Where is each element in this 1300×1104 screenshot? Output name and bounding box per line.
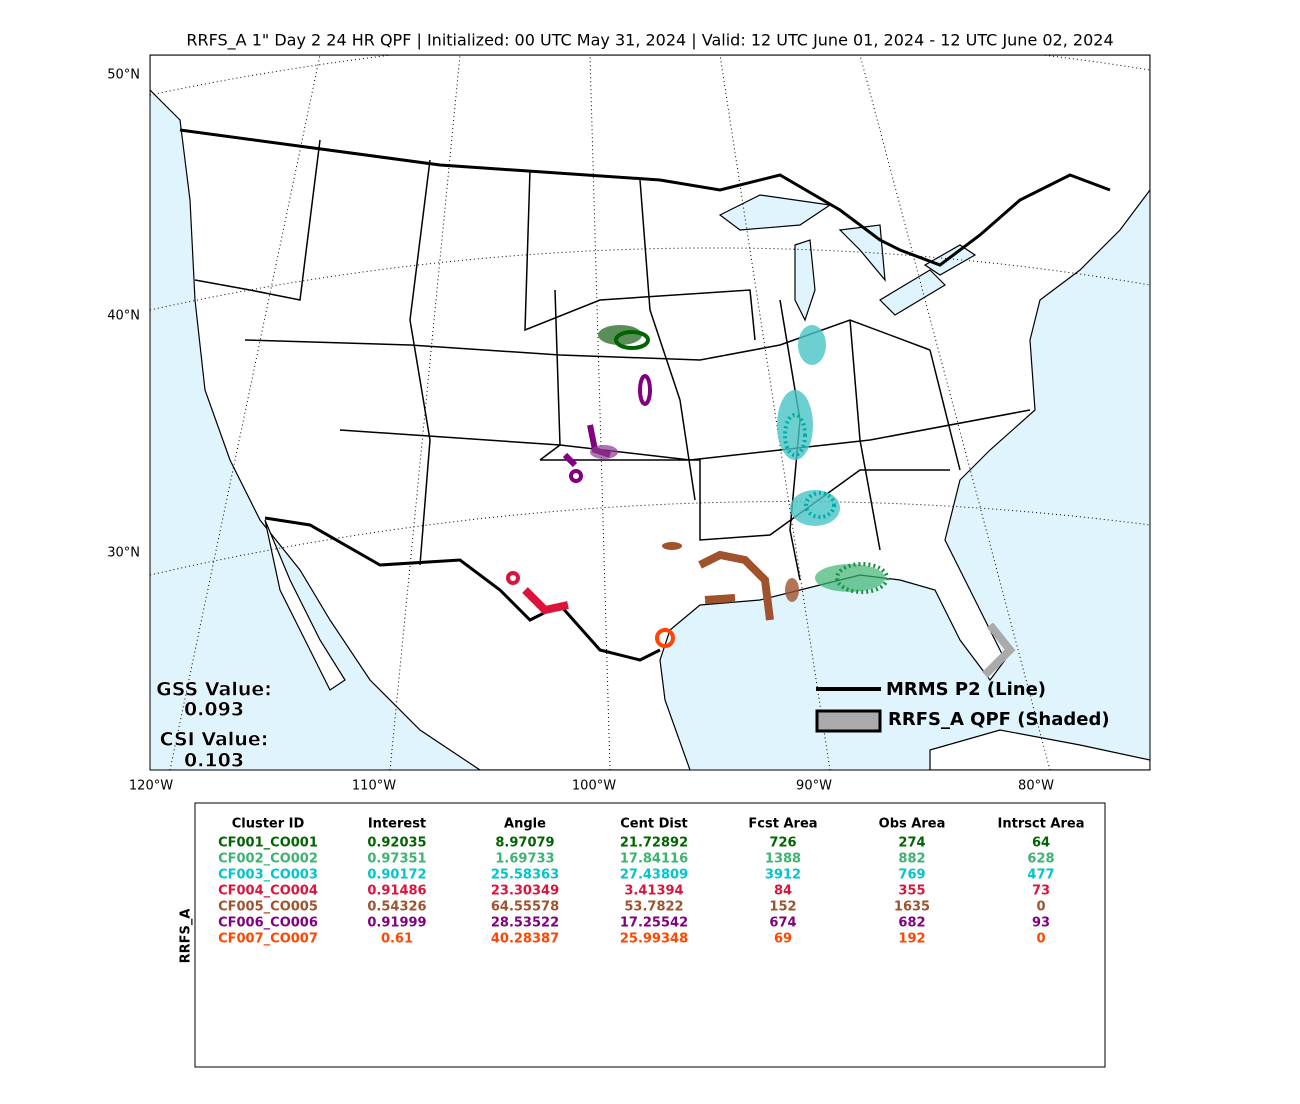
csi-label: CSI Value: bbox=[160, 729, 269, 751]
table-cell: 69 bbox=[774, 932, 792, 947]
table-cell: 0.91486 bbox=[367, 884, 426, 899]
table-cell: 8.97079 bbox=[495, 836, 554, 851]
clusters bbox=[506, 325, 1016, 678]
table-cell: 1388 bbox=[765, 852, 801, 867]
table-cell: 64.55578 bbox=[491, 900, 559, 915]
column-header: Interest bbox=[368, 817, 426, 832]
table-cell: 25.99348 bbox=[620, 932, 688, 947]
lon-label: 110°W bbox=[352, 779, 396, 794]
table-cell: CF005_CO005 bbox=[218, 900, 318, 915]
great-lakes bbox=[718, 194, 977, 322]
table-cell: CF007_CO007 bbox=[218, 932, 318, 947]
lat-label: 50°N bbox=[107, 68, 140, 83]
lon-label: 100°W bbox=[572, 779, 616, 794]
lat-labels: 50°N 40°N 30°N bbox=[107, 68, 140, 561]
table-cell: 0 bbox=[1036, 932, 1045, 947]
table-cell: 28.53522 bbox=[491, 916, 559, 931]
table-cell: 674 bbox=[769, 916, 796, 931]
table-cell: 726 bbox=[769, 836, 796, 851]
column-header: Fcst Area bbox=[748, 817, 817, 832]
table-cell: CF001_CO001 bbox=[218, 836, 318, 851]
baja bbox=[264, 519, 346, 691]
table-cell: 274 bbox=[898, 836, 925, 851]
map-frame bbox=[149, 54, 1151, 771]
gss-value: 0.093 bbox=[184, 699, 244, 721]
table: Cluster ID Interest Angle Cent Dist Fcst Are… bbox=[218, 817, 1084, 947]
table-cell: 192 bbox=[898, 932, 925, 947]
table-cell: 0.54326 bbox=[367, 900, 426, 915]
column-header: Cent Dist bbox=[620, 817, 688, 832]
column-header: Angle bbox=[504, 817, 546, 832]
table-cell: 0.92035 bbox=[367, 836, 426, 851]
land bbox=[150, 55, 1150, 770]
table-cell: 64 bbox=[1032, 836, 1050, 851]
column-header: Cluster ID bbox=[232, 817, 305, 832]
borders bbox=[179, 128, 1111, 662]
table-cell: CF002_CO002 bbox=[218, 852, 318, 867]
table-cell: 21.72892 bbox=[620, 836, 688, 851]
table-cell: CF003_CO003 bbox=[218, 868, 318, 883]
gss-label: GSS Value: bbox=[156, 679, 272, 701]
table-cell: 477 bbox=[1027, 868, 1054, 883]
title: RRFS_A 1" Day 2 24 HR QPF | Initialized:… bbox=[186, 31, 1113, 51]
lat-label: 40°N bbox=[107, 309, 140, 324]
table-side-label: RRFS_A bbox=[179, 909, 194, 964]
table-cell: 23.30349 bbox=[491, 884, 559, 899]
table-cell: 769 bbox=[898, 868, 925, 883]
table-cell: 27.43809 bbox=[620, 868, 688, 883]
table-cell: 84 bbox=[774, 884, 792, 899]
table-cell: 152 bbox=[769, 900, 796, 915]
column-header: Intrsct Area bbox=[998, 817, 1085, 832]
lon-labels: 120°W 110°W 100°W 90°W 80°W bbox=[129, 779, 1054, 794]
table-cell: CF006_CO006 bbox=[218, 916, 318, 931]
table-cell: 53.7822 bbox=[624, 900, 683, 915]
table-cell: 40.28387 bbox=[491, 932, 559, 947]
table-cell: 0.61 bbox=[381, 932, 413, 947]
lat-label: 30°N bbox=[107, 546, 140, 561]
table-cell: 17.84116 bbox=[620, 852, 688, 867]
table-cell: 0 bbox=[1036, 900, 1045, 915]
table-cell: 93 bbox=[1032, 916, 1050, 931]
table-cell: 73 bbox=[1032, 884, 1050, 899]
legend-swatch bbox=[815, 709, 882, 733]
table-cell: 0.90172 bbox=[367, 868, 426, 883]
legend-shade-label: RRFS_A QPF (Shaded) bbox=[888, 709, 1110, 730]
lon-label: 120°W bbox=[129, 779, 173, 794]
table-cell: 17.25542 bbox=[620, 916, 688, 931]
table-cell: 882 bbox=[898, 852, 925, 867]
table-cell: 0.91999 bbox=[367, 916, 426, 931]
lon-label: 80°W bbox=[1018, 779, 1054, 794]
table-cell: 0.97351 bbox=[367, 852, 426, 867]
table-cell: CF004_CO004 bbox=[218, 884, 318, 899]
table-cell: 1.69733 bbox=[495, 852, 554, 867]
legend-line-label: MRMS P2 (Line) bbox=[886, 679, 1046, 700]
table-cell: 3.41394 bbox=[624, 884, 683, 899]
table-cell: 1635 bbox=[894, 900, 930, 915]
table-cell: 355 bbox=[898, 884, 925, 899]
table-cell: 682 bbox=[898, 916, 925, 931]
table-cell: 25.58363 bbox=[491, 868, 559, 883]
table-frame bbox=[194, 802, 1106, 1068]
cuba bbox=[929, 729, 1150, 770]
lon-label: 90°W bbox=[796, 779, 832, 794]
column-header: Obs Area bbox=[879, 817, 946, 832]
table-cell: 3912 bbox=[765, 868, 801, 883]
csi-value: 0.103 bbox=[184, 750, 244, 772]
table-cell: 628 bbox=[1027, 852, 1054, 867]
map bbox=[150, 55, 1150, 770]
